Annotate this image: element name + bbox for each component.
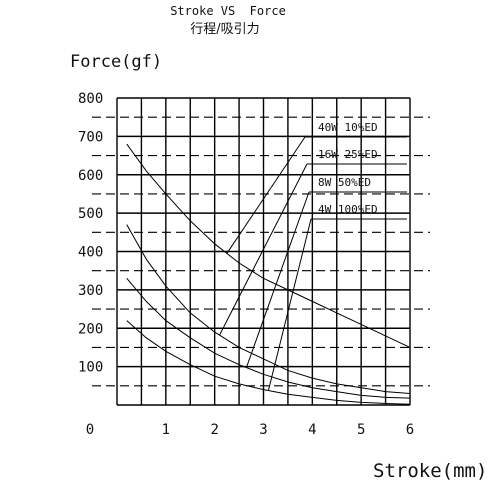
y-tick-label: 400 [78,245,103,261]
legend-leader-4 [267,218,312,391]
chart-title: Stroke VS Force [170,4,286,18]
legend-label-1: 40W 10%ED [318,121,378,134]
x-tick-label: 2 [210,422,218,438]
legend-label-4: 4W 100%ED [318,203,378,216]
legend-leader-3 [245,191,310,368]
x-tick-label: 0 [86,422,94,438]
y-tick-label: 700 [78,129,103,145]
y-tick-label: 800 [78,91,103,107]
y-tick-label: 600 [78,168,103,184]
series-line-1 [126,143,411,348]
series-line-2 [126,224,411,394]
y-tick-label: 500 [78,206,103,222]
chart-subtitle: 行程/吸引力 [190,22,259,37]
legend: 40W 10%ED 16W 25%ED 8W 50%ED 4W 100%ED [219,121,407,391]
x-axis-label: Stroke(mm) [373,460,487,482]
series-line-3 [126,278,411,399]
y-tick-label: 100 [78,360,103,376]
y-axis-label: Force(gf) [70,52,162,72]
tick-labels: 100 200 300 400 500 600 700 800 0 1 2 3 4 5 6 [78,91,414,438]
y-tick-label: 200 [78,321,103,337]
legend-label-2: 16W 25%ED [318,148,378,161]
x-tick-label: 4 [308,422,316,438]
legend-leader-2 [219,163,308,336]
legend-label-3: 8W 50%ED [318,176,371,189]
legend-leader-1 [226,136,306,254]
grid [92,97,430,406]
x-tick-label: 1 [162,422,170,438]
x-tick-label: 3 [259,422,267,438]
x-tick-label: 5 [357,422,365,438]
series-line-4 [126,320,411,405]
y-tick-label: 300 [78,283,103,299]
curves [126,143,411,405]
x-tick-label: 6 [406,422,414,438]
